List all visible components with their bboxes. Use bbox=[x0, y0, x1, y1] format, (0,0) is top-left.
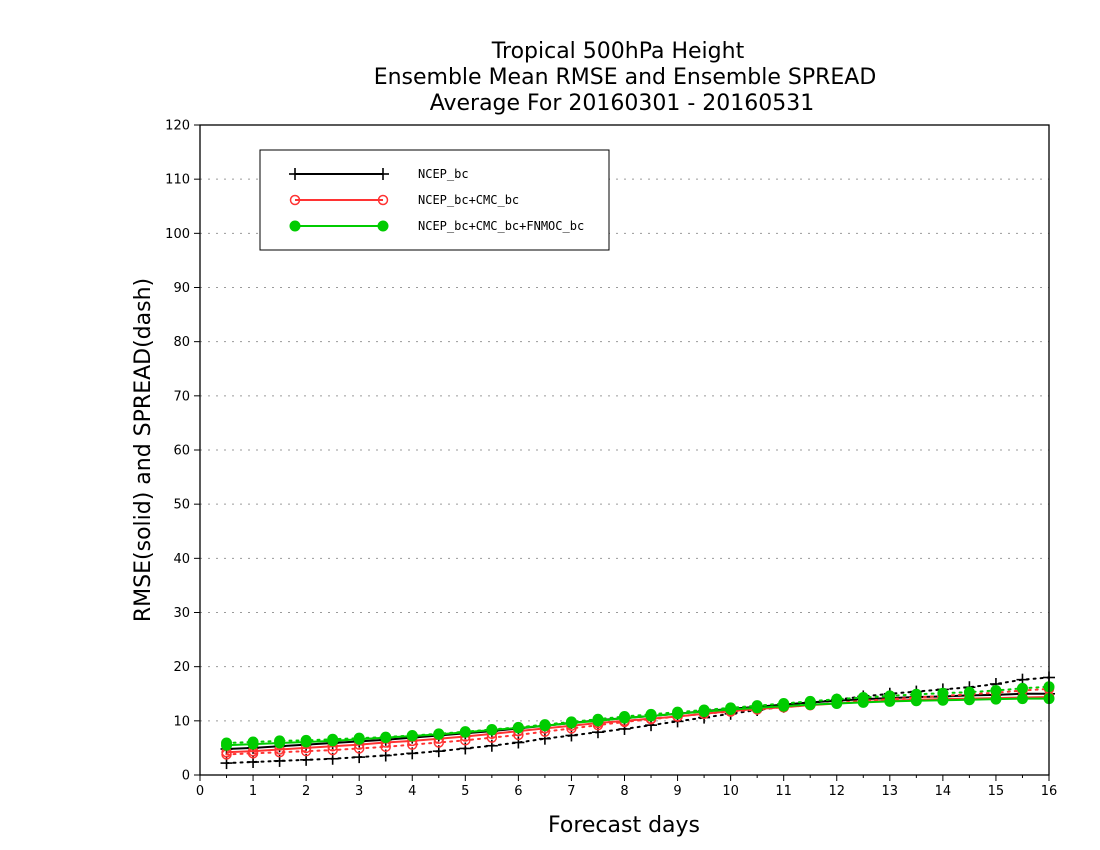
y-axis-title: RMSE(solid) and SPREAD(dash) bbox=[131, 278, 156, 622]
y-tick-label: 70 bbox=[173, 389, 190, 404]
x-tick-label: 0 bbox=[196, 784, 204, 799]
spread-line bbox=[225, 676, 1050, 765]
legend-marker bbox=[289, 194, 301, 206]
x-tick-label: 8 bbox=[620, 784, 628, 799]
series-2 bbox=[221, 681, 1055, 751]
spread-point bbox=[538, 732, 551, 745]
x-tick-label: 9 bbox=[673, 784, 681, 799]
legend-label: NCEP_bc+CMC_bc bbox=[418, 193, 519, 207]
legend-label: NCEP_bc bbox=[418, 167, 469, 181]
rmse-point bbox=[486, 724, 498, 736]
x-tick-label: 16 bbox=[1041, 784, 1058, 799]
rmse-point bbox=[990, 693, 1002, 705]
rmse-point bbox=[645, 710, 657, 722]
rmse-point bbox=[1016, 693, 1028, 705]
rmse-line bbox=[226, 696, 1050, 754]
rmse-point bbox=[884, 695, 896, 707]
y-tick-label: 0 bbox=[182, 769, 190, 784]
legend-marker bbox=[377, 194, 389, 206]
y-tick-label: 100 bbox=[165, 227, 190, 242]
x-tick-label: 11 bbox=[775, 784, 792, 799]
rmse-point bbox=[619, 712, 630, 724]
x-tick-label: 14 bbox=[935, 784, 952, 799]
x-tick-label: 10 bbox=[722, 784, 739, 799]
y-tick-label: 80 bbox=[173, 335, 190, 350]
rmse-point bbox=[433, 728, 445, 740]
legend-marker bbox=[289, 168, 301, 180]
spread-point bbox=[565, 729, 578, 742]
rmse-point bbox=[539, 720, 551, 732]
rmse-point bbox=[406, 730, 418, 742]
rmse-point bbox=[300, 736, 312, 748]
x-tick-label: 6 bbox=[514, 784, 522, 799]
y-tick-label: 40 bbox=[173, 552, 190, 567]
legend-marker bbox=[289, 220, 301, 232]
y-tick-label: 110 bbox=[165, 173, 190, 188]
legend-item-1: NCEP_bc+CMC_bc bbox=[289, 193, 519, 207]
y-tick-label: 20 bbox=[173, 660, 190, 675]
x-tick-label: 1 bbox=[249, 784, 257, 799]
legend-item-0: NCEP_bc bbox=[289, 167, 469, 181]
y-tick-label: 90 bbox=[173, 281, 190, 296]
rmse-point bbox=[963, 694, 975, 706]
x-tick-label: 5 bbox=[461, 784, 469, 799]
x-tick-label: 3 bbox=[355, 784, 363, 799]
x-tick-label: 4 bbox=[408, 784, 416, 799]
y-tick-label: 50 bbox=[173, 498, 190, 513]
y-tick-label: 10 bbox=[173, 714, 190, 729]
rmse-point bbox=[592, 715, 604, 727]
rmse-point bbox=[857, 696, 869, 708]
rmse-point bbox=[910, 695, 922, 707]
y-tick-label: 60 bbox=[173, 444, 190, 459]
rmse-point bbox=[274, 737, 286, 749]
rmse-point bbox=[778, 700, 790, 712]
grid-layer bbox=[200, 178, 1049, 722]
spread-point bbox=[1016, 682, 1028, 694]
y-tick-label: 30 bbox=[173, 606, 190, 621]
x-tick-label: 2 bbox=[302, 784, 310, 799]
rmse-point bbox=[804, 699, 816, 711]
rmse-point bbox=[937, 694, 949, 706]
rmse-line bbox=[226, 697, 1049, 747]
series-1 bbox=[221, 683, 1055, 760]
x-tick-label: 15 bbox=[988, 784, 1005, 799]
x-tick-label: 13 bbox=[882, 784, 899, 799]
legend-label: NCEP_bc+CMC_bc+FNMOC_bc bbox=[418, 219, 584, 233]
series-layer bbox=[220, 671, 1055, 770]
legend-marker bbox=[377, 220, 389, 232]
rmse-point bbox=[327, 735, 339, 747]
rmse-point bbox=[380, 732, 392, 744]
legend-marker bbox=[377, 168, 389, 180]
legend: NCEP_bc NCEP_bc+CMC_bc NCEP_bc+CMC_bc+FNMO… bbox=[259, 149, 610, 251]
rmse-point bbox=[725, 703, 737, 715]
rmse-point bbox=[751, 702, 763, 714]
chart-title-line-3: Average For 20160301 - 20160531 bbox=[430, 91, 815, 116]
chart-title-line-1: Tropical 500hPa Height bbox=[491, 39, 745, 64]
rmse-point bbox=[565, 717, 577, 729]
x-tick-label: 7 bbox=[567, 784, 575, 799]
chart-title-line-2: Ensemble Mean RMSE and Ensemble SPREAD bbox=[374, 65, 877, 90]
y-tick-label: 120 bbox=[165, 119, 190, 134]
legend-item-2: NCEP_bc+CMC_bc+FNMOC_bc bbox=[289, 219, 584, 233]
spread-point bbox=[512, 736, 525, 749]
rmse-point bbox=[459, 726, 471, 738]
rmse-point bbox=[831, 698, 843, 709]
x-tick-label: 12 bbox=[828, 784, 845, 799]
rmse-point bbox=[247, 738, 259, 750]
rmse-point bbox=[353, 733, 365, 745]
rmse-point bbox=[512, 722, 524, 734]
rmse-point bbox=[698, 706, 710, 718]
rmse-point bbox=[672, 708, 684, 720]
rmse-point bbox=[221, 739, 233, 751]
spread-line bbox=[225, 685, 1050, 745]
x-axis-title: Forecast days bbox=[548, 813, 700, 838]
